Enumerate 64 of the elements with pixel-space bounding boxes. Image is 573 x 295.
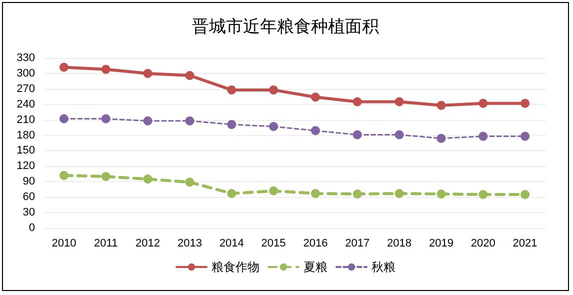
x-tick-label: 2020 bbox=[470, 238, 496, 250]
y-tick-label: 150 bbox=[16, 144, 35, 157]
point bbox=[269, 122, 278, 132]
y-tick-label: 270 bbox=[16, 82, 35, 95]
point bbox=[227, 120, 236, 129]
y-tick-label: 120 bbox=[16, 160, 35, 172]
point bbox=[520, 190, 530, 200]
x-tick-label: 2011 bbox=[94, 238, 118, 250]
x-tick-label: 2016 bbox=[303, 238, 328, 250]
point bbox=[310, 92, 320, 102]
point bbox=[310, 126, 320, 136]
legend-label: 夏粮 bbox=[304, 260, 328, 274]
y-tick-label: 300 bbox=[16, 67, 35, 80]
x-tick-label: 2012 bbox=[136, 238, 160, 250]
point bbox=[143, 174, 152, 184]
point bbox=[185, 71, 194, 80]
point bbox=[101, 114, 110, 124]
x-tick-label: 2010 bbox=[52, 238, 76, 250]
x-tick-label: 2013 bbox=[177, 238, 202, 250]
y-tick-label: 330 bbox=[16, 52, 35, 64]
point bbox=[269, 85, 278, 94]
point bbox=[436, 100, 446, 110]
point bbox=[227, 85, 236, 94]
point bbox=[352, 190, 362, 198]
point bbox=[101, 172, 110, 181]
point bbox=[394, 188, 404, 198]
point bbox=[185, 116, 194, 126]
point bbox=[478, 190, 488, 200]
x-tick-label: 2015 bbox=[261, 238, 286, 250]
y-tick-label: 0 bbox=[28, 222, 35, 234]
point bbox=[520, 98, 530, 108]
x-tick-label: 2014 bbox=[219, 238, 244, 250]
point bbox=[520, 132, 530, 141]
point bbox=[478, 98, 488, 108]
y-tick-label: 30 bbox=[22, 206, 35, 219]
point bbox=[59, 62, 68, 72]
point bbox=[352, 97, 362, 106]
point bbox=[310, 188, 320, 198]
x-tick-label: 2017 bbox=[345, 238, 370, 250]
legend-label: 粮食作物 bbox=[212, 260, 260, 274]
point bbox=[436, 134, 446, 143]
chart-title: 晋城市近年粮食种植面积 bbox=[192, 17, 379, 36]
point bbox=[478, 132, 488, 141]
y-tick-label: 60 bbox=[22, 191, 35, 204]
point bbox=[394, 130, 404, 140]
point bbox=[101, 64, 110, 74]
point bbox=[436, 190, 446, 198]
x-tick-label: 2021 bbox=[512, 238, 538, 250]
legend-label: 秋粮 bbox=[372, 260, 396, 274]
x-tick-label: 2019 bbox=[428, 238, 454, 250]
y-tick-label: 180 bbox=[16, 129, 35, 142]
point bbox=[352, 130, 362, 140]
point bbox=[269, 186, 278, 196]
point bbox=[59, 114, 68, 124]
y-tick-label: 210 bbox=[16, 114, 35, 126]
y-tick-label: 240 bbox=[16, 98, 35, 110]
y-tick-label: 90 bbox=[22, 176, 35, 188]
point bbox=[59, 170, 68, 180]
x-tick-label: 2018 bbox=[387, 238, 412, 250]
point bbox=[143, 116, 152, 126]
point bbox=[185, 178, 194, 187]
point bbox=[143, 68, 152, 78]
point bbox=[394, 97, 404, 106]
point bbox=[227, 188, 236, 198]
